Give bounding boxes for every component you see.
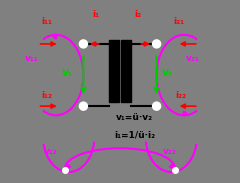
Text: i₂₁: i₂₁ xyxy=(173,17,184,27)
Text: i₁: i₁ xyxy=(93,10,100,19)
Circle shape xyxy=(79,102,87,110)
Bar xyxy=(109,40,119,102)
Text: v₂₂: v₂₂ xyxy=(162,147,176,156)
Circle shape xyxy=(153,102,161,110)
Text: v₁₁: v₁₁ xyxy=(25,54,39,63)
Text: i₂₂: i₂₂ xyxy=(175,91,186,100)
Text: i₁=1/ü·i₂: i₁=1/ü·i₂ xyxy=(114,131,155,140)
Text: V₂: V₂ xyxy=(162,69,173,78)
Text: i₁₂: i₁₂ xyxy=(41,91,52,100)
Circle shape xyxy=(79,40,87,48)
Bar xyxy=(121,40,131,102)
Text: v₁₂: v₁₂ xyxy=(44,147,57,156)
Text: v₂₁: v₂₁ xyxy=(186,54,200,63)
Text: i₂: i₂ xyxy=(135,10,142,19)
Circle shape xyxy=(153,40,161,48)
Text: v₁=ü·v₂: v₁=ü·v₂ xyxy=(116,113,153,122)
Text: V₁: V₁ xyxy=(61,69,72,78)
Text: i₁₁: i₁₁ xyxy=(41,17,52,27)
